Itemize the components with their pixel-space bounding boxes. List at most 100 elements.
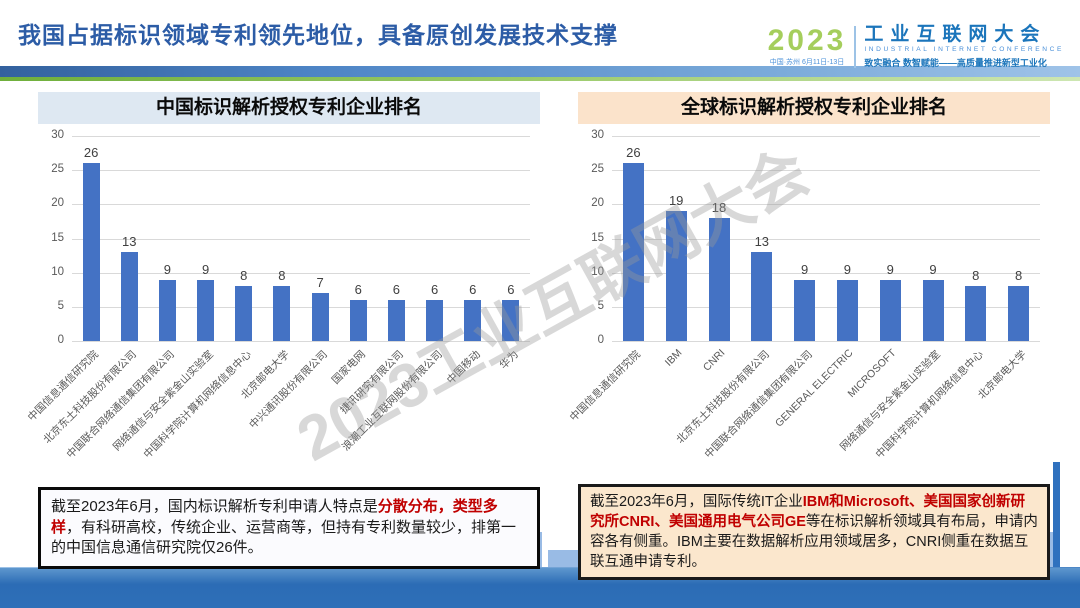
logo-divider xyxy=(854,25,857,68)
global-summary-note: 截至2023年6月，国际传统IT企业IBM和Microsoft、美国国家创新研究… xyxy=(578,484,1050,580)
china-chart-title: 中国标识解析授权专利企业排名 xyxy=(38,92,540,124)
bar-value-label: 6 xyxy=(430,282,439,297)
global-chart-title: 全球标识解析授权专利企业排名 xyxy=(578,92,1050,124)
gridline xyxy=(612,136,1040,137)
logo-tagline: 致实融合 数智赋能——高质量推进新型工业化 xyxy=(864,58,1047,68)
y-axis-tick-label: 15 xyxy=(51,231,64,244)
conference-logo: 2023 中国·苏州 6月11日-13日 工业互联网大会 INDUSTRIAL … xyxy=(768,24,1064,69)
bar xyxy=(665,211,687,341)
global-ranking-bar-chart: 0 5 10 15 20 25 30 26 中国信息通信研究院 19 IBM 18 CNRI 13 北京东土… xyxy=(568,128,1050,488)
bar xyxy=(349,300,367,341)
logo-name-cn: 工业互联网大会 xyxy=(864,24,1047,45)
logo-venue: 中国·苏州 6月11日-13日 xyxy=(769,59,845,66)
y-axis-tick-label: 5 xyxy=(597,299,604,312)
gridline xyxy=(612,170,1040,172)
bar xyxy=(794,279,816,341)
bar-value-label: 6 xyxy=(392,282,401,297)
bar-value-label: 8 xyxy=(278,268,286,284)
bar-value-label: 13 xyxy=(122,234,137,250)
y-axis-tick-label: 30 xyxy=(51,129,64,141)
note-text: 截至2023年6月，国内标识解析专利申请人特点是 xyxy=(51,498,378,515)
y-axis-tick-label: 5 xyxy=(57,299,64,312)
y-axis-tick-label: 25 xyxy=(51,163,64,176)
x-axis-category-label: IBM xyxy=(663,347,685,369)
bar xyxy=(751,252,773,341)
bar xyxy=(965,286,987,341)
bar xyxy=(82,163,100,341)
y-axis-tick-label: 20 xyxy=(51,197,64,210)
right-edge-strip xyxy=(1053,462,1060,572)
y-axis-tick-label: 15 xyxy=(591,231,604,244)
gridline xyxy=(72,272,530,274)
bar xyxy=(1008,286,1030,341)
bar xyxy=(922,279,944,341)
logo-name-en: INDUSTRIAL INTERNET CONFERENCE xyxy=(864,46,1064,53)
gridline xyxy=(612,204,1040,206)
bar-value-label: 19 xyxy=(668,193,684,209)
global-ranking-panel: 全球标识解析授权专利企业排名 0 5 10 15 20 25 30 26 中国信息通信研究院 19… xyxy=(568,92,1050,488)
bar xyxy=(464,300,482,341)
china-ranking-bar-chart: 0 5 10 15 20 25 30 26 中国信息通信研究院 13 北京东土科技股份有限公司 9 中国… xyxy=(26,128,540,488)
bar-value-label: 8 xyxy=(972,268,980,284)
logo-year: 2023 xyxy=(767,24,847,57)
gridline xyxy=(72,204,530,206)
page-title: 我国占据标识领域专利领先地位，具备原创发展技术支撑 xyxy=(18,22,618,48)
bar-value-label: 9 xyxy=(201,261,210,277)
bar xyxy=(273,286,291,341)
bar-value-label: 8 xyxy=(240,268,248,284)
bar xyxy=(235,286,253,341)
y-axis-tick-label: 10 xyxy=(591,265,604,278)
bar-value-label: 9 xyxy=(886,261,894,277)
bar-value-label: 8 xyxy=(1014,268,1023,284)
bar-value-label: 9 xyxy=(800,261,809,277)
bar-value-label: 6 xyxy=(469,282,477,297)
note-text: 等在标识解析领域具有布局，申请内容各有侧重。IBM主要在数据解析应用领域居多，C… xyxy=(590,514,1038,570)
bar-value-label: 18 xyxy=(711,200,727,215)
note-text: 截至2023年6月，国际传统IT企业 xyxy=(590,494,803,510)
y-axis-tick-label: 30 xyxy=(591,129,604,141)
y-axis-tick-label: 20 xyxy=(591,197,604,210)
bar xyxy=(158,279,176,341)
gridline xyxy=(612,341,1040,342)
bar-value-label: 9 xyxy=(843,261,851,277)
bar-value-label: 26 xyxy=(626,145,641,161)
x-axis-category-label: GENERAL ELECTRIC xyxy=(773,347,856,430)
note-text: ，有科研高校，传统企业、运营商等，但持有专利数量较少，排第一的中国信息通信研究院… xyxy=(51,518,517,557)
y-axis-tick-label: 10 xyxy=(51,265,64,278)
header-divider-blue xyxy=(0,66,1080,77)
china-ranking-panel: 中国标识解析授权专利企业排名 0 5 10 15 20 25 30 26 中国信息通信研究院 13… xyxy=(26,92,540,488)
gridline xyxy=(612,306,1040,308)
bar xyxy=(708,218,730,341)
bar xyxy=(622,163,644,341)
bar xyxy=(311,293,329,341)
gridline xyxy=(72,238,530,240)
bar-value-label: 26 xyxy=(83,145,99,161)
bar-value-label: 7 xyxy=(316,275,324,291)
y-axis-tick-label: 0 xyxy=(57,334,64,346)
bar xyxy=(879,279,901,341)
bar-value-label: 13 xyxy=(754,234,770,250)
bar xyxy=(836,279,858,341)
note-highlight-text: 分散分布，类型多样 xyxy=(51,498,498,536)
bar xyxy=(120,252,138,341)
bar-value-label: 6 xyxy=(507,282,515,297)
bar xyxy=(387,300,405,341)
y-axis-tick-label: 25 xyxy=(591,163,604,176)
gridline xyxy=(72,341,530,342)
header-divider-green xyxy=(0,77,1080,81)
logo-year-block: 2023 中国·苏州 6月11日-13日 xyxy=(768,26,847,67)
bar-value-label: 9 xyxy=(163,261,172,277)
y-axis-tick-label: 0 xyxy=(597,334,604,346)
logo-name-block: 工业互联网大会 INDUSTRIAL INTERNET CONFERENCE 致… xyxy=(864,24,1064,69)
china-summary-note: 截至2023年6月，国内标识解析专利申请人特点是分散分布，类型多样，有科研高校，… xyxy=(38,487,540,570)
bar xyxy=(502,300,520,341)
bar xyxy=(426,300,444,341)
bar xyxy=(197,279,215,341)
gridline xyxy=(72,306,530,308)
bar-value-label: 9 xyxy=(929,261,937,277)
gridline xyxy=(72,136,530,137)
gridline xyxy=(612,272,1040,274)
bar-value-label: 6 xyxy=(354,282,362,297)
gridline xyxy=(612,238,1040,240)
